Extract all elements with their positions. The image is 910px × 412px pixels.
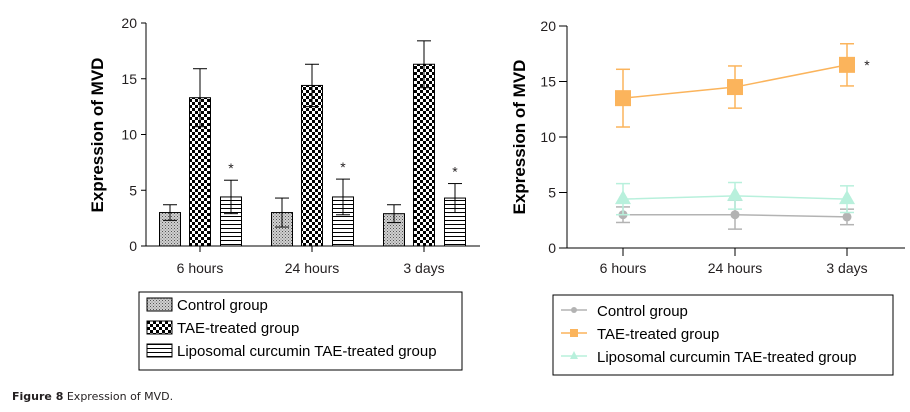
- y-tick-label: 15: [540, 74, 556, 90]
- data-point: [615, 90, 631, 107]
- significance-marker: *: [228, 160, 234, 176]
- significance-marker: *: [340, 159, 346, 175]
- data-point: [839, 190, 855, 205]
- y-tick-label: 0: [548, 240, 556, 256]
- data-point: [730, 210, 740, 220]
- y-tick-label: 20: [540, 18, 556, 34]
- y-tick-label: 5: [129, 182, 137, 198]
- figure-caption-text: Expression of MVD.: [66, 390, 174, 403]
- data-point: [727, 186, 743, 201]
- figure-caption: Figure 8 Expression of MVD.: [12, 390, 173, 403]
- x-tick-label: 6 hours: [600, 260, 647, 276]
- y-tick-label: 5: [548, 185, 556, 201]
- data-point: [615, 190, 631, 205]
- data-point: [727, 79, 743, 96]
- legend-marker: [570, 351, 578, 359]
- legend-swatch: [146, 297, 173, 312]
- x-tick-label: 3 days: [403, 260, 444, 276]
- x-tick-label: 24 hours: [285, 260, 339, 276]
- significance-marker: *: [864, 57, 870, 73]
- y-axis-label: Expression of MVD: [88, 58, 107, 213]
- y-tick-label: 20: [121, 15, 137, 31]
- legend-label: Control group: [597, 303, 688, 320]
- y-tick-label: 10: [121, 127, 137, 143]
- legend-label: Control group: [177, 297, 268, 314]
- line-chart: 0 5 10 15 20 Expression of MVD 6 hours 24 hours…: [510, 18, 905, 376]
- y-axis-label: Expression of MVD: [510, 60, 529, 215]
- y-tick-label: 10: [540, 129, 556, 145]
- legend-label: Liposomal curcumin TAE-treated group: [177, 343, 437, 360]
- legend-marker: [570, 329, 578, 337]
- legend-label: TAE-treated group: [177, 320, 299, 337]
- legend-marker: [571, 307, 577, 313]
- figure-label: Figure 8: [12, 390, 64, 403]
- x-tick-label: 6 hours: [177, 260, 224, 276]
- bar: [413, 63, 435, 247]
- x-tick-label: 24 hours: [708, 260, 762, 276]
- y-tick-label: 15: [121, 71, 137, 87]
- legend-label: TAE-treated group: [597, 326, 719, 343]
- legend-box: [552, 294, 894, 376]
- data-point: [842, 212, 852, 222]
- data-point: [839, 56, 855, 73]
- significance-marker: *: [452, 164, 458, 180]
- x-tick-label: 3 days: [826, 260, 867, 276]
- y-tick-label: 0: [129, 238, 137, 254]
- legend-swatch: [146, 320, 173, 335]
- legend-label: Liposomal curcumin TAE-treated group: [597, 349, 857, 366]
- legend-box: [138, 291, 463, 371]
- bar-chart: 0 5 10 15 20 Expression of MVD 6 hours 24 hours…: [88, 15, 480, 371]
- bar: [301, 84, 323, 247]
- legend-swatch: [146, 343, 173, 358]
